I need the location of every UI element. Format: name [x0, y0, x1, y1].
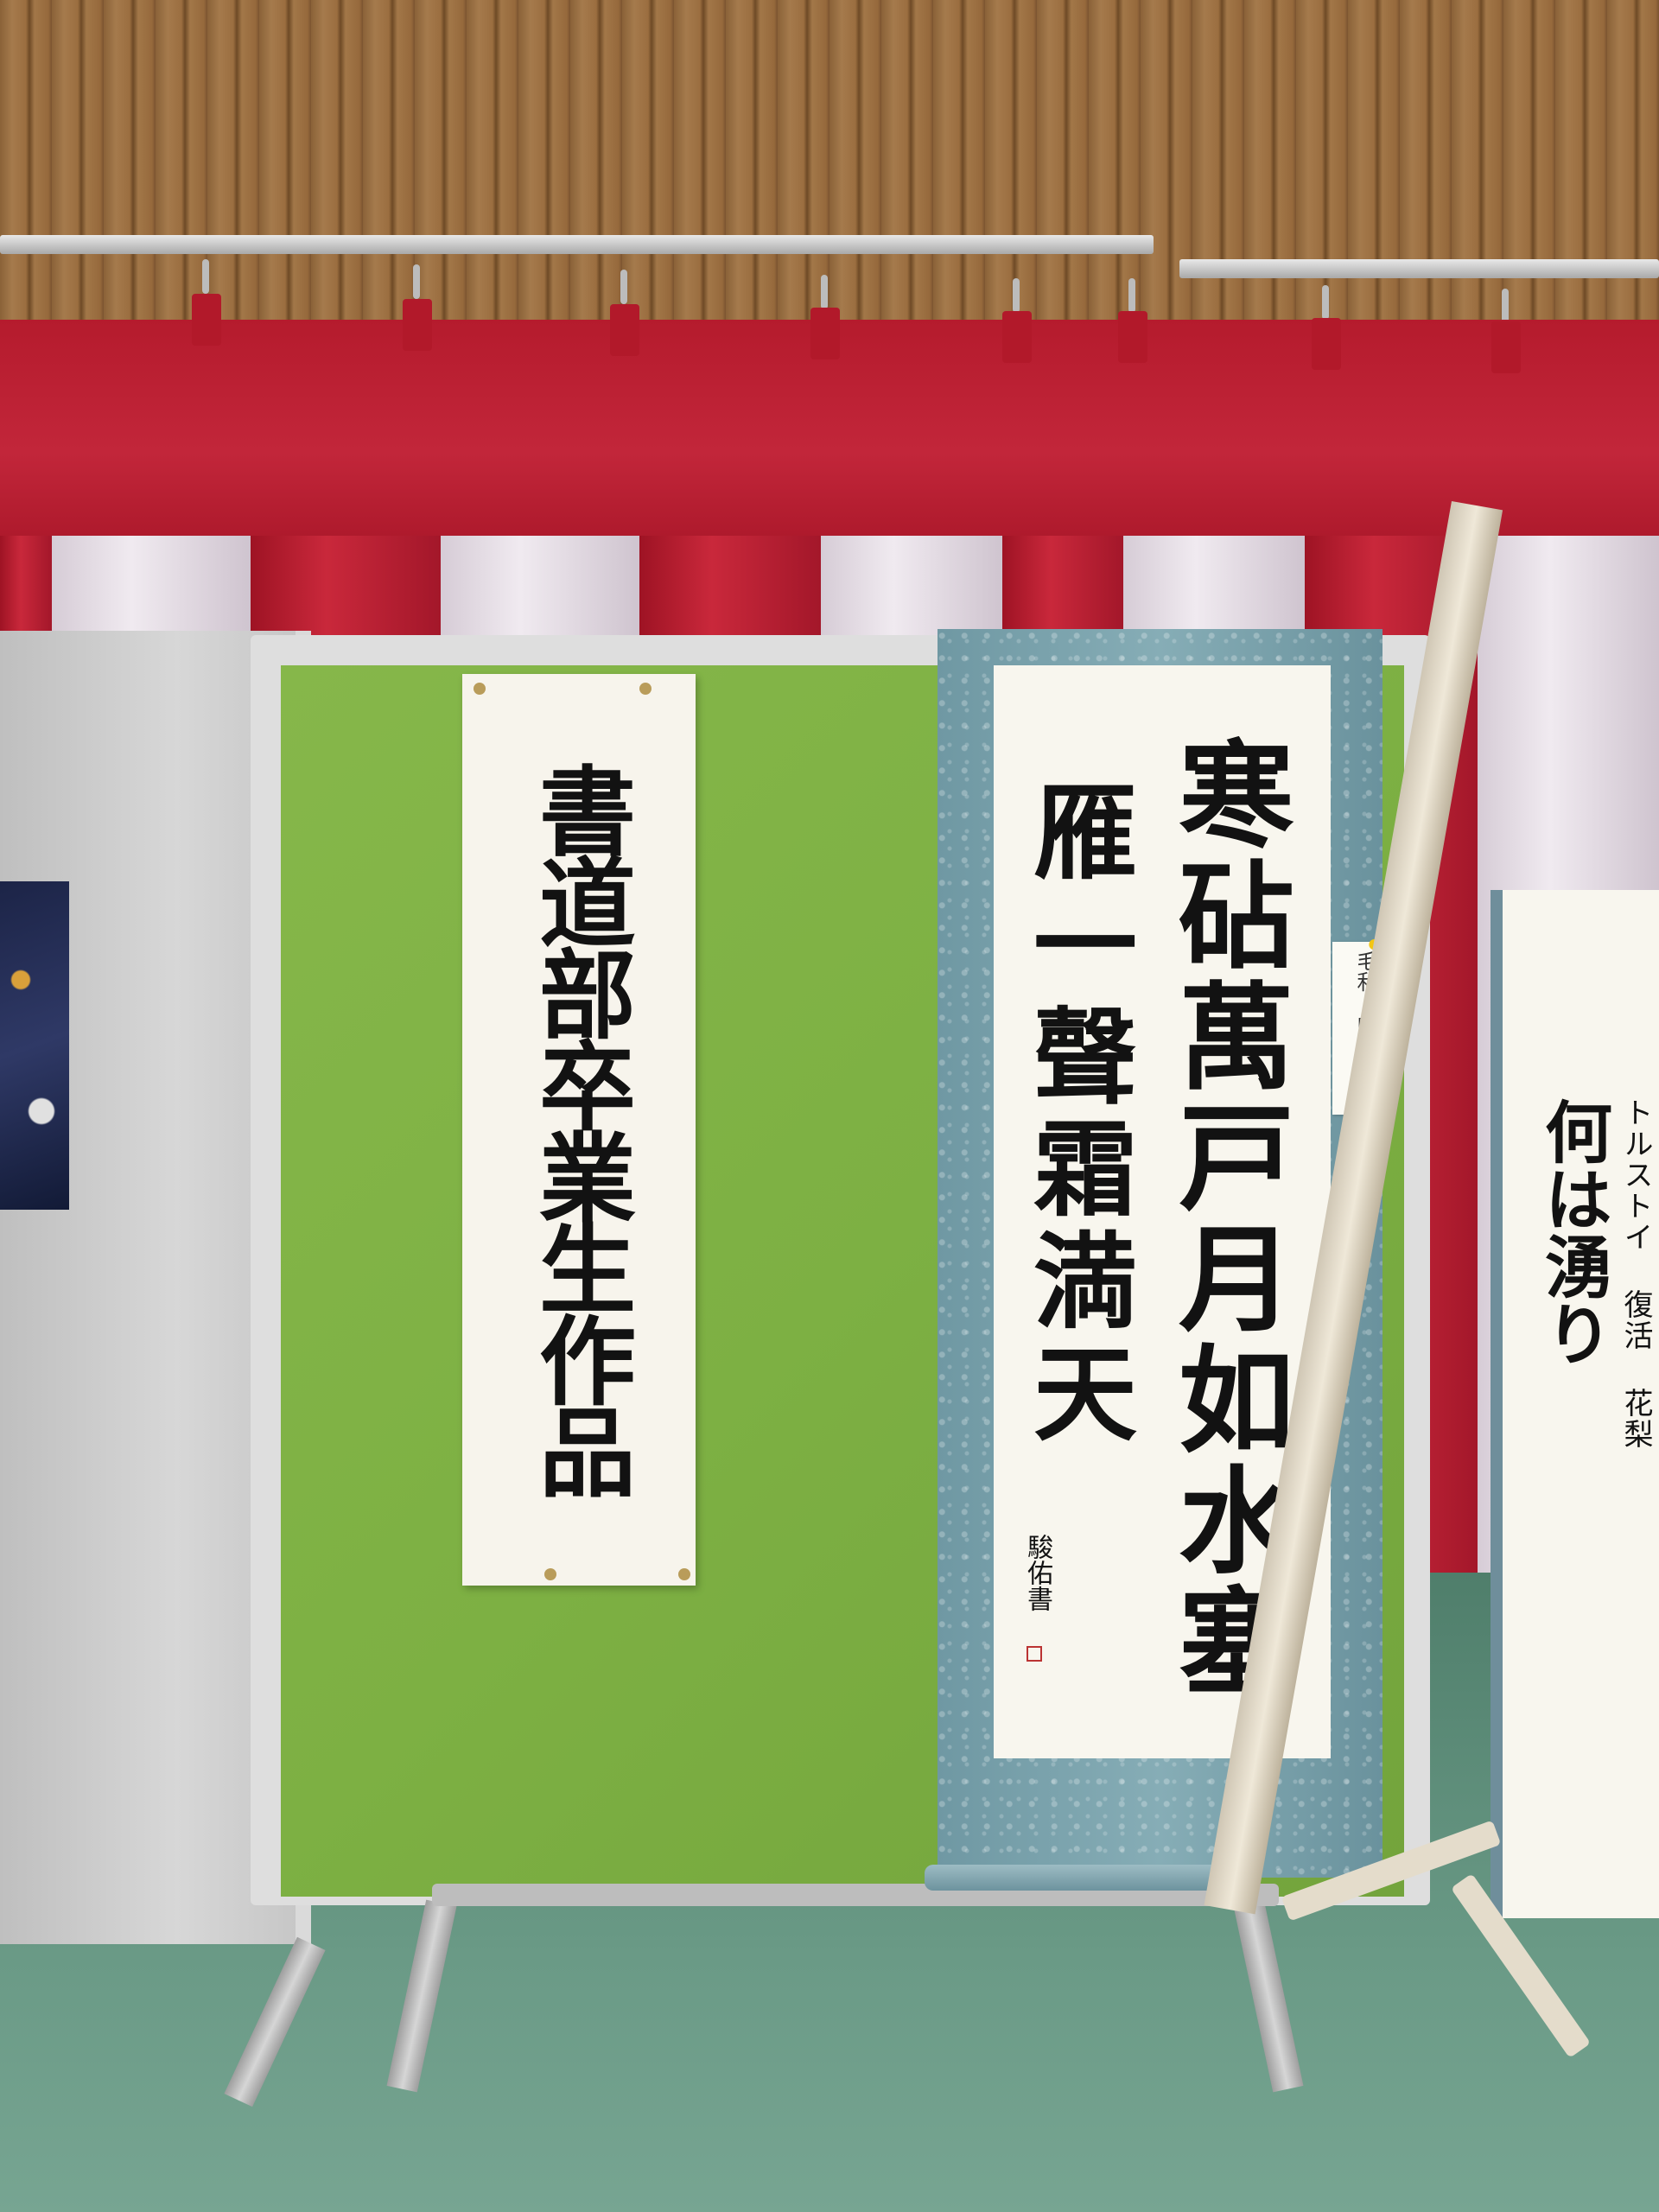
red-seal	[1027, 1646, 1042, 1662]
right-calligraphy-scroll	[1491, 890, 1659, 1918]
curtain-tab	[610, 304, 639, 356]
curtain-rail-left	[0, 235, 1154, 254]
right-scroll-caption: トルストイ 復活 花梨	[1618, 1097, 1653, 1450]
hook	[1322, 285, 1329, 320]
curtain-tab	[1491, 321, 1521, 373]
pushpin	[544, 1568, 556, 1580]
right-scroll-main-text: 何は湧り	[1534, 1097, 1612, 1367]
curtain-tab	[1312, 318, 1341, 370]
hook	[1502, 289, 1509, 323]
pushpin	[678, 1568, 690, 1580]
scroll-signature: 駿佑書	[1022, 1534, 1052, 1611]
graduates-banner	[462, 674, 696, 1586]
hook	[1013, 278, 1020, 313]
curtain-tab	[810, 308, 840, 359]
hook	[620, 270, 627, 304]
curtain-tab	[1002, 311, 1032, 363]
fabric-artwork	[0, 881, 69, 1210]
curtain-tab	[1118, 311, 1147, 363]
poem-column-left: 雁一聲霜満天	[1015, 778, 1137, 1452]
curtain-tab	[403, 299, 432, 351]
wood-panel-wall	[0, 0, 1659, 363]
hook	[1128, 278, 1135, 313]
pushpin	[639, 683, 652, 695]
hook	[821, 275, 828, 309]
curtain-tab	[192, 294, 221, 346]
hook	[202, 259, 209, 294]
hook	[413, 264, 420, 299]
curtain-rail-right	[1179, 259, 1659, 278]
pushpin	[474, 683, 486, 695]
scroll-roller	[925, 1865, 1253, 1891]
red-curtain	[0, 320, 1659, 562]
banner-title: 書道部卒業生作品	[523, 761, 636, 1494]
